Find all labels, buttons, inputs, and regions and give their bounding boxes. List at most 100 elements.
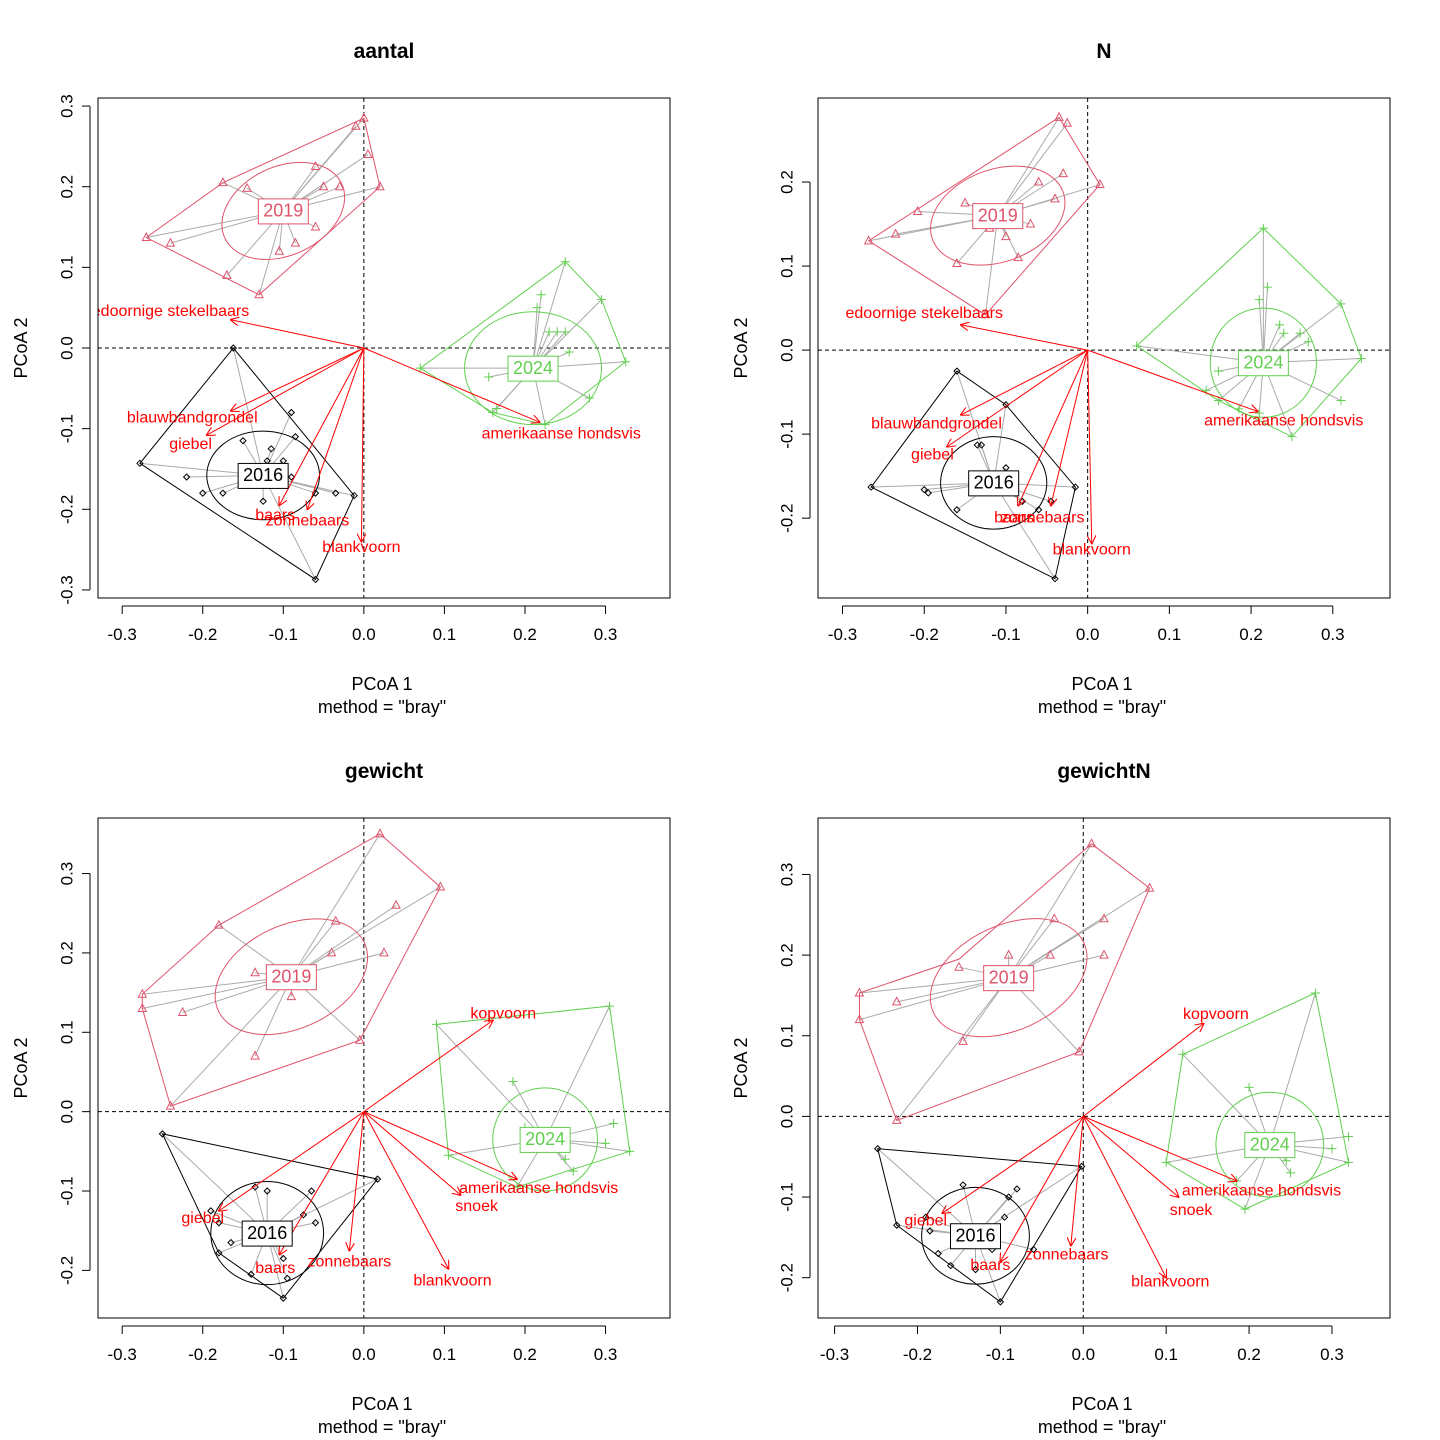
data-point xyxy=(350,120,361,130)
vector-label: giebel xyxy=(181,1210,224,1227)
data-point xyxy=(952,257,962,268)
x-axis-subtitle: method = "bray" xyxy=(318,697,446,717)
data-point xyxy=(1234,404,1244,414)
spider-line xyxy=(997,117,1060,216)
data-point xyxy=(250,967,260,977)
data-point xyxy=(247,1270,255,1279)
group-label-box xyxy=(237,462,289,489)
species-vector xyxy=(1071,1116,1084,1245)
convex-hull xyxy=(867,116,1101,316)
data-point xyxy=(1062,117,1073,127)
data-point xyxy=(1287,432,1297,442)
data-point xyxy=(1058,168,1068,178)
species-vector xyxy=(1082,1116,1166,1277)
data-point xyxy=(922,1213,930,1221)
data-point xyxy=(199,489,207,497)
data-point xyxy=(375,181,385,191)
data-point xyxy=(415,363,425,373)
x-tick-label: -0.1 xyxy=(986,1345,1015,1364)
spider-line xyxy=(1182,1053,1271,1145)
x-tick-label: -0.3 xyxy=(108,1345,137,1364)
data-point xyxy=(1034,506,1043,514)
x-axis-label: PCoA 1 xyxy=(351,674,412,694)
species-vector xyxy=(1018,349,1089,505)
group-label: 2019 xyxy=(978,205,1018,225)
species-vector xyxy=(219,1111,365,1211)
data-point xyxy=(1051,574,1059,583)
group-label-box xyxy=(519,1126,571,1153)
data-point xyxy=(311,575,320,584)
chart-title: N xyxy=(1096,40,1111,63)
data-point xyxy=(920,485,928,494)
x-tick-label: -0.1 xyxy=(269,625,298,644)
y-tick-label: -0.1 xyxy=(57,1176,76,1205)
data-point xyxy=(279,1254,288,1263)
group-label-box xyxy=(968,470,1020,497)
data-point xyxy=(165,237,176,247)
data-point xyxy=(1356,354,1366,364)
convex-hull xyxy=(139,347,355,581)
y-tick-label: -0.2 xyxy=(777,504,796,533)
data-point xyxy=(492,403,502,413)
species-vector xyxy=(1082,1024,1203,1117)
y-tick-label: 0.2 xyxy=(777,170,796,194)
data-point xyxy=(532,303,542,313)
species-vector xyxy=(279,1111,365,1255)
species-vector xyxy=(207,347,365,435)
data-point xyxy=(1013,1185,1021,1193)
data-point xyxy=(1050,193,1060,203)
data-point xyxy=(254,289,264,299)
spider-line xyxy=(1262,287,1268,363)
data-point xyxy=(1099,913,1109,923)
data-point xyxy=(912,205,923,215)
y-tick-label: 0.2 xyxy=(57,941,76,965)
group-label-box xyxy=(507,355,559,382)
data-point xyxy=(484,372,494,382)
data-point xyxy=(552,327,562,337)
data-point xyxy=(1344,1132,1354,1142)
y-tick-label: 0.1 xyxy=(777,1024,796,1048)
x-tick-label: 0.3 xyxy=(594,1345,618,1364)
group-label-box xyxy=(950,1223,1002,1250)
y-tick-label: -0.1 xyxy=(777,1182,796,1211)
data-point xyxy=(1310,988,1320,998)
convex-hull xyxy=(858,843,1151,1122)
data-point xyxy=(1286,1168,1296,1178)
panel-aantal: aantal -0.3 -0.2 -0.1 0.0 0.1 0.2 0.3 -0.3 -0.2 -0… xyxy=(11,40,671,717)
x-tick-label: -0.2 xyxy=(188,1345,217,1364)
data-point xyxy=(536,290,546,300)
data-point xyxy=(279,1294,288,1302)
data-point xyxy=(560,1154,570,1164)
data-point xyxy=(1003,949,1014,959)
y-axis-label: PCoA 2 xyxy=(731,1037,751,1098)
data-point xyxy=(373,1175,382,1183)
x-tick-label: -0.3 xyxy=(820,1345,849,1364)
group-label-box xyxy=(972,203,1024,230)
data-point xyxy=(1077,1162,1086,1171)
data-point xyxy=(215,1249,223,1257)
x-tick-label: 0.0 xyxy=(352,1345,376,1364)
confidence-ellipse xyxy=(1215,1091,1325,1198)
confidence-ellipse xyxy=(930,165,1066,266)
x-tick-label: -0.2 xyxy=(910,625,939,644)
confidence-ellipse xyxy=(492,1087,598,1192)
data-point xyxy=(391,899,401,909)
data-point xyxy=(330,915,341,925)
x-tick-label: 0.1 xyxy=(433,625,457,644)
data-point xyxy=(165,1100,176,1110)
vector-label: giebel xyxy=(169,436,212,453)
data-point xyxy=(890,228,901,238)
vector-label: amerikaanse hondsvis xyxy=(1204,413,1363,430)
confidence-ellipse xyxy=(929,918,1088,1038)
vector-label: amerikaanse hondsvis xyxy=(1182,1183,1341,1200)
group-label: 2024 xyxy=(1250,1134,1290,1154)
data-point xyxy=(326,947,337,957)
species-vector xyxy=(1083,1115,1236,1181)
plot-area: edoornige stekelbaars amerikaanse hondsvi… xyxy=(818,98,1390,598)
group-label-box xyxy=(257,198,309,225)
data-point xyxy=(379,947,389,957)
data-point xyxy=(286,991,297,1001)
y-tick-label: 0.0 xyxy=(777,1105,796,1129)
group-label-box xyxy=(241,1220,293,1247)
data-point xyxy=(508,1076,518,1086)
